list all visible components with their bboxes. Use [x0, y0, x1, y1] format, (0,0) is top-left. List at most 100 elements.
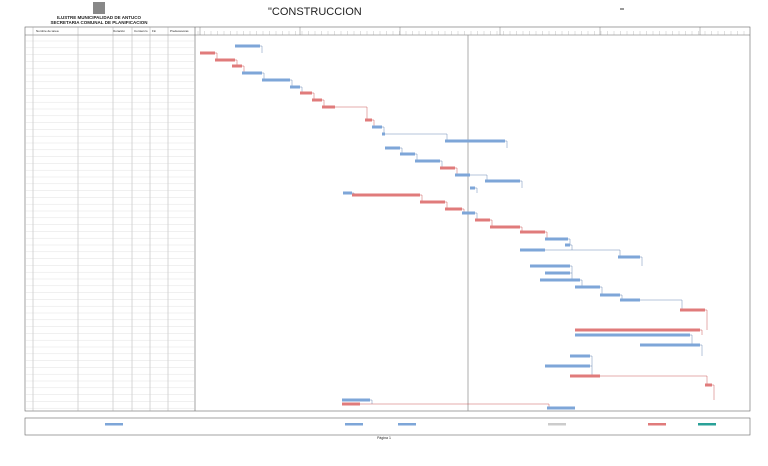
dependency — [620, 294, 623, 300]
dependency — [400, 147, 403, 154]
dependency — [600, 375, 708, 385]
task-bar — [322, 105, 335, 109]
dependency — [420, 194, 423, 202]
task-bar — [575, 285, 600, 289]
task-bar — [547, 406, 575, 410]
task-bar — [372, 125, 382, 129]
dependency — [570, 265, 573, 273]
task-bar — [215, 58, 235, 62]
column-header: Fin — [152, 29, 156, 33]
legend-swatch — [648, 423, 666, 426]
dependency — [640, 256, 643, 266]
task-bar — [235, 44, 260, 48]
task-bar — [462, 211, 475, 215]
dependency — [690, 334, 693, 345]
legend-swatch — [548, 423, 566, 426]
column-header: Predecesoras — [170, 29, 189, 33]
dependency — [520, 226, 523, 232]
dependency — [700, 344, 703, 356]
column-header: Duración — [113, 29, 125, 33]
task-bar — [445, 207, 462, 211]
dependency — [705, 309, 708, 330]
task-bar — [600, 293, 620, 297]
dependency — [700, 329, 703, 335]
frame — [24, 26, 751, 412]
dependency — [475, 212, 478, 220]
dependency — [290, 79, 293, 87]
task-bar — [382, 132, 385, 136]
task-bar — [620, 298, 640, 302]
dependency — [470, 174, 488, 181]
dependency — [385, 133, 448, 141]
dependency — [570, 244, 573, 250]
dependency — [475, 187, 478, 193]
dependency — [520, 180, 523, 188]
task-bar — [640, 343, 700, 347]
dependency — [370, 399, 373, 404]
dependency — [262, 72, 265, 80]
task-bar — [475, 218, 490, 222]
task-bar — [455, 173, 470, 177]
task-bar — [705, 383, 712, 387]
task-bar — [545, 271, 570, 275]
task-bar — [440, 166, 455, 170]
dependency — [455, 167, 458, 175]
dependency — [600, 286, 603, 295]
title: "CONSTRUCCION — [268, 6, 362, 18]
task-bar — [342, 402, 360, 406]
task-bar — [490, 225, 520, 229]
task-bar — [300, 91, 312, 95]
task-bar — [470, 186, 475, 190]
task-bar — [365, 118, 372, 122]
task-bar — [262, 78, 290, 82]
task-bar — [520, 230, 545, 234]
legend-swatch — [398, 423, 416, 426]
dependency — [312, 92, 315, 100]
page-number: Página 1 — [377, 436, 391, 440]
dependency — [545, 249, 621, 257]
dependency — [372, 119, 375, 127]
dependency — [490, 219, 493, 227]
task-bar — [575, 333, 690, 337]
dependency — [300, 86, 303, 93]
task-bar — [565, 243, 570, 247]
task-bar — [485, 179, 520, 183]
task-bar — [530, 264, 570, 268]
task-bar — [343, 191, 352, 195]
dependency — [260, 45, 263, 53]
task-bar — [400, 152, 415, 156]
legend-swatch — [105, 423, 123, 426]
task-bar — [570, 354, 590, 358]
dependency — [382, 126, 385, 134]
dependency — [215, 52, 218, 60]
dependency — [590, 365, 593, 376]
dependency — [335, 106, 368, 120]
dependency — [415, 153, 418, 161]
task-bar — [545, 364, 590, 368]
task-bar — [290, 85, 300, 89]
dependency — [322, 99, 325, 107]
task-bar — [342, 398, 370, 402]
task-bar — [200, 51, 215, 55]
dependency — [712, 384, 715, 400]
task-bar — [445, 139, 505, 143]
task-bar — [575, 328, 700, 332]
logo — [93, 2, 105, 14]
department: SECRETARIA COMUNAL DE PLANIFICACION — [51, 20, 148, 25]
task-bar — [618, 255, 640, 259]
dependency — [440, 160, 443, 168]
task-bar — [420, 200, 445, 204]
legend-swatch — [698, 423, 716, 426]
legend-swatch — [345, 423, 363, 426]
dependency — [570, 272, 573, 280]
task-bar — [540, 278, 580, 282]
dependency — [242, 65, 245, 73]
task-bar — [242, 71, 262, 75]
dependency — [640, 299, 683, 310]
task-bar — [352, 193, 420, 197]
legend-box — [24, 417, 751, 436]
dependency — [235, 59, 238, 66]
task-bar — [680, 308, 705, 312]
